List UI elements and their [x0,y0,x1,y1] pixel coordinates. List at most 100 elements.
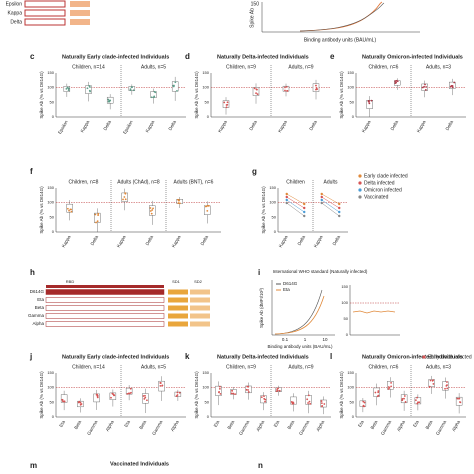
y-tick: 100 [47,85,54,90]
dot [418,401,421,404]
dot [144,396,147,399]
dot [423,85,425,88]
y-label: Spike Ab [249,8,255,28]
dot [226,103,229,106]
panel-title: Naturally Delta-infected Individuals [217,54,309,60]
panel-letter: j [29,352,32,361]
dot [320,402,323,405]
group-label: Adults, n=5 [141,64,166,70]
curve [274,295,325,335]
segment [45,289,165,295]
dot [285,192,288,196]
dot [178,391,181,394]
dot [368,102,371,105]
x-tick: Delta [332,234,342,246]
dot [394,80,397,82]
box [282,85,290,92]
segment [24,18,66,26]
dot [303,206,306,210]
x-tick: Delta [90,234,100,246]
box [94,212,101,223]
x-tick: Alpha [170,419,180,432]
dot [143,398,146,400]
x-tick: Beta [138,419,147,430]
x-tick: Eta [213,419,221,428]
dot [370,99,373,102]
legend-dot [358,188,362,192]
x-tick: Gamma [298,419,311,436]
y-tick: 50 [50,214,55,219]
x-tick: Kappa [61,234,72,248]
y-tick: 0 [52,229,55,234]
y-tick: 100 [47,200,54,205]
dot [65,87,68,90]
dot [247,389,250,391]
y-tick: 150 [347,370,354,375]
dot [245,388,248,391]
dot [94,213,97,216]
y-tick: 150 [47,370,54,375]
segment [190,321,210,327]
curve [299,2,385,32]
legend-label: Delta infected [364,180,395,186]
x-tick: Alpha [105,419,115,432]
dot [362,400,365,403]
dot [206,209,209,212]
x-label: Binding antibody units (BAU/mL) [304,37,377,43]
dot [154,91,157,94]
y-label: Spike Ab (% vs D614G) [39,71,44,119]
dot [131,86,133,89]
x-tick: Gamma [238,419,251,436]
segment [168,321,188,327]
y-tick: 50 [205,99,210,104]
group-label: Adults, n=3 [426,64,451,70]
dot [107,98,110,101]
dot [450,85,453,87]
y-tick: 50 [205,399,210,404]
row-label: Alpha [32,321,44,326]
box [215,385,222,396]
dot [338,214,341,218]
x-tick: Beta [286,419,295,430]
group-label: Children, n=9 [226,64,256,70]
dot [230,392,233,395]
dot [79,401,82,404]
y-tick: 150 [341,284,348,289]
box [366,100,373,109]
dot [309,402,312,405]
y-tick: 0 [346,332,349,337]
dot [458,397,461,400]
panel-title: Naturally Early clade-infected Individua… [62,354,169,360]
y-tick: 150 [251,1,260,7]
box [320,399,327,408]
x-tick: Beta [226,419,235,430]
trend [286,202,305,217]
dot [62,400,64,403]
dot [453,81,456,84]
dot [225,106,228,109]
dot [124,198,127,201]
dot [96,220,99,223]
dot [110,396,112,399]
dot [177,202,180,204]
box [252,87,260,96]
panel-letter: l [330,352,332,361]
panel-letter: i [258,268,260,277]
dot [278,389,281,392]
x-tick: Kappa [145,119,156,133]
x-tick: Beta [425,419,434,430]
dot [338,210,341,214]
dot [416,396,418,399]
dot [446,381,448,383]
dot [338,206,341,210]
group-label: Children [286,179,305,185]
x-tick: Kappa [80,119,91,133]
legend-label: Vaccinated [364,194,389,200]
dot [303,214,306,218]
x-tick: Kappa [171,234,182,248]
dot [276,389,279,392]
group-label: Children, n=9 [226,364,256,370]
x-tick: Delta [102,119,112,131]
dot [428,385,431,388]
domain-label: RBD [66,279,75,284]
